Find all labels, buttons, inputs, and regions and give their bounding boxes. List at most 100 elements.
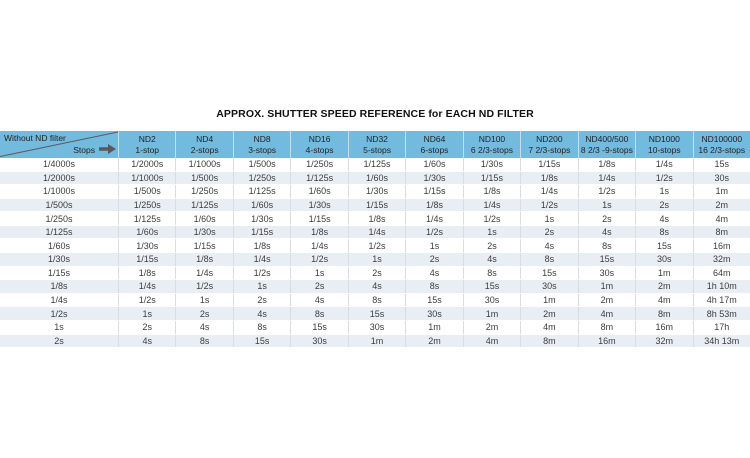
shutter-speed-cell: 15s bbox=[577, 253, 635, 266]
shutter-speed-cell: 1/500s bbox=[118, 185, 175, 198]
shutter-speed-cell: 32m bbox=[692, 253, 750, 266]
page-title: APPROX. SHUTTER SPEED REFERENCE for EACH… bbox=[216, 108, 534, 120]
base-shutter-speed-cell: 1/2000s bbox=[42, 172, 76, 183]
shutter-speed-cell: 4h 17m bbox=[692, 293, 750, 307]
table-row: 1/8s 1/4s 1/2s 1s 2s 4s 8s 15s 30s 1m 2m 1h 10m bbox=[0, 279, 750, 294]
column-header-nd8: ND8 3-stops bbox=[232, 131, 290, 158]
shutter-speed-cell: 1/2s bbox=[232, 266, 290, 280]
shutter-speed-cell: 17h bbox=[692, 320, 750, 334]
shutter-speed-cell: 1/15s bbox=[175, 239, 232, 253]
base-shutter-speed-cell: 1/15s bbox=[47, 267, 71, 278]
shutter-speed-cell: 1s bbox=[232, 280, 290, 293]
shutter-speed-cell: 30s bbox=[692, 171, 750, 185]
shutter-speed-cell: 4s bbox=[635, 212, 692, 225]
shutter-speed-cell: 15s bbox=[520, 266, 577, 280]
base-shutter-speed-cell: 1/125s bbox=[45, 227, 73, 238]
shutter-speed-cell: 1/125s bbox=[118, 212, 175, 225]
shutter-speed-cell: 1/2s bbox=[118, 293, 175, 307]
shutter-speed-cell: 8s bbox=[520, 253, 577, 266]
shutter-speed-cell: 2s bbox=[175, 307, 232, 320]
shutter-speed-cell: 4s bbox=[405, 266, 462, 280]
nd-name-label: ND4 bbox=[196, 134, 214, 144]
shutter-speed-cell: 4s bbox=[232, 307, 290, 320]
shutter-speed-cell: 1/30s bbox=[405, 171, 462, 185]
table-row: 1/250s 1/125s 1/60s 1/30s 1/15s 1/8s 1/4s 1/2s 1… bbox=[0, 212, 750, 225]
shutter-speed-cell: 2m bbox=[692, 198, 750, 212]
shutter-speed-cell: 1/2s bbox=[405, 225, 462, 239]
shutter-speed-cell: 1/2s bbox=[635, 171, 692, 185]
column-header-nd16: ND16 4-stops bbox=[290, 131, 347, 158]
shutter-speed-cell: 2s bbox=[232, 293, 290, 307]
shutter-speed-cell: 1/2s bbox=[175, 280, 232, 293]
shutter-speed-cell: 2m bbox=[520, 307, 577, 320]
shutter-speed-cell: 1/4s bbox=[462, 198, 520, 212]
shutter-speed-cell: 30s bbox=[462, 293, 520, 307]
base-shutter-speed-cell: 1/30s bbox=[47, 254, 71, 265]
table-body: 1/4000s 1/2000s 1/1000s 1/500s 1/250s 1/125s 1… bbox=[0, 158, 750, 349]
nd-stops-label: 8 2/3 -9-stops bbox=[580, 144, 633, 155]
shutter-speed-cell: 1/4s bbox=[577, 171, 635, 185]
table-row: 1/60s 1/30s 1/15s 1/8s 1/4s 1/2s 1s 2s 4s 8s 15s 16… bbox=[0, 239, 750, 253]
shutter-speed-cell: 1/8s bbox=[405, 198, 462, 212]
base-shutter-speed-cell: 1/4000s bbox=[42, 159, 76, 170]
shutter-speed-cell: 1/60s bbox=[232, 198, 290, 212]
shutter-speed-cell: 1/15s bbox=[290, 212, 347, 225]
shutter-speed-cell: 1/30s bbox=[290, 198, 347, 212]
shutter-speed-cell: 8s bbox=[175, 334, 232, 348]
nd-name-label: ND400/500 bbox=[585, 134, 629, 144]
shutter-speed-cell: 1/15s bbox=[462, 171, 520, 185]
shutter-speed-cell: 8s bbox=[635, 225, 692, 239]
shutter-speed-cell: 8s bbox=[405, 280, 462, 293]
table-row: 1/500s 1/250s 1/125s 1/60s 1/30s 1/15s 1/8s 1/4… bbox=[0, 197, 750, 213]
shutter-speed-cell: 15s bbox=[347, 307, 405, 320]
shutter-speed-cell: 15s bbox=[405, 293, 462, 307]
shutter-speed-cell: 1/2s bbox=[520, 198, 577, 212]
shutter-speed-cell: 2s bbox=[290, 280, 347, 293]
shutter-speed-cell: 1/4s bbox=[635, 158, 692, 171]
shutter-speed-cell: 4s bbox=[462, 253, 520, 266]
shutter-speed-cell: 8m bbox=[520, 334, 577, 348]
shutter-speed-cell: 15s bbox=[232, 334, 290, 348]
table-row: 1/2000s 1/1000s 1/500s 1/250s 1/125s 1/60s 1/3… bbox=[0, 170, 750, 186]
shutter-speed-cell: 30s bbox=[290, 334, 347, 348]
column-header-nd32: ND32 5-stops bbox=[347, 131, 405, 158]
shutter-speed-cell: 1/30s bbox=[462, 158, 520, 171]
shutter-speed-cell: 30s bbox=[635, 253, 692, 266]
nd-stops-label: 7 2/3-stops bbox=[528, 144, 571, 155]
shutter-speed-cell: 2s bbox=[635, 198, 692, 212]
base-shutter-speed-cell: 1/8s bbox=[50, 281, 68, 292]
shutter-speed-cell: 1/125s bbox=[175, 198, 232, 212]
shutter-speed-cell: 1/1000s bbox=[118, 171, 175, 185]
shutter-speed-cell: 30s bbox=[405, 307, 462, 320]
nd-filter-table: Without ND filter Stops ND2 1-stop ND4 2-st… bbox=[0, 131, 750, 349]
shutter-speed-cell: 1s bbox=[290, 266, 347, 280]
nd-stops-label: 10-stops bbox=[648, 144, 681, 155]
shutter-speed-cell: 1/125s bbox=[347, 158, 405, 171]
shutter-speed-cell: 30s bbox=[520, 280, 577, 293]
base-shutter-speed-cell: 1/4s bbox=[50, 295, 68, 306]
base-shutter-speed-cell: 1/2s bbox=[50, 308, 68, 319]
nd-name-label: ND1000 bbox=[648, 134, 680, 144]
shutter-speed-cell: 1/8s bbox=[577, 158, 635, 171]
shutter-speed-cell: 16m bbox=[692, 239, 750, 253]
shutter-speed-cell: 1/15s bbox=[232, 225, 290, 239]
base-shutter-speed-cell: 1/60s bbox=[47, 240, 71, 251]
shutter-speed-cell: 1/8s bbox=[118, 266, 175, 280]
shutter-speed-cell: 1m bbox=[405, 320, 462, 334]
nd-stops-label: 6-stops bbox=[420, 144, 449, 155]
shutter-speed-cell: 15s bbox=[635, 239, 692, 253]
column-header-nd400-500: ND400/500 8 2/3 -9-stops bbox=[577, 131, 635, 158]
table-row: 2s 4s 8s 15s 30s 1m 2m 4m 8m 16m 32m 34h 13m bbox=[0, 333, 750, 349]
shutter-speed-cell: 16m bbox=[635, 320, 692, 334]
corner-header-cell: Without ND filter Stops bbox=[0, 131, 118, 158]
column-header-nd100000: ND100000 16 2/3-stops bbox=[692, 131, 750, 158]
shutter-speed-cell: 8s bbox=[347, 293, 405, 307]
shutter-speed-cell: 1/8s bbox=[232, 239, 290, 253]
shutter-speed-cell: 1/30s bbox=[118, 239, 175, 253]
shutter-speed-cell: 4m bbox=[635, 293, 692, 307]
shutter-speed-cell: 1m bbox=[520, 293, 577, 307]
shutter-speed-cell: 30s bbox=[577, 266, 635, 280]
column-header-nd64: ND64 6-stops bbox=[405, 131, 462, 158]
shutter-speed-cell: 1/250s bbox=[118, 198, 175, 212]
shutter-speed-cell: 2s bbox=[405, 253, 462, 266]
